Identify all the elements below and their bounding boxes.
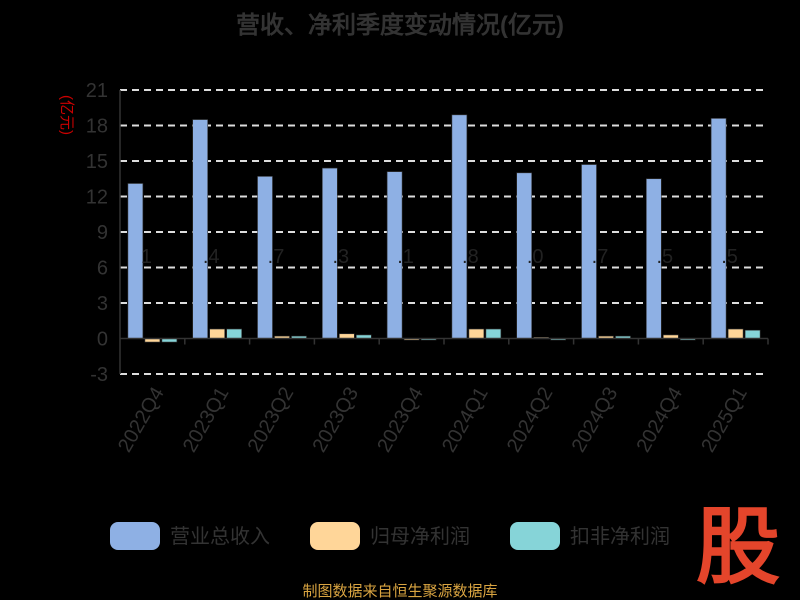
y-axis-ticks: 21 18 15 12 9 6 3 0 -3: [86, 80, 108, 386]
x-category-label: 2024Q3: [568, 384, 623, 457]
y-tick-label: 21: [86, 80, 108, 102]
legend-label: 营业总收入: [170, 525, 270, 548]
bar[interactable]: [209, 328, 225, 339]
bar[interactable]: [727, 328, 744, 339]
axes: [119, 90, 769, 374]
x-category-label: 2023Q4: [373, 384, 428, 457]
data-label: .3: [332, 246, 349, 268]
data-label: .5: [721, 246, 738, 268]
legend: 营业总收入 归母净利润 扣非净利润: [110, 522, 670, 550]
y-tick-label: 6: [97, 258, 108, 280]
bar[interactable]: [192, 119, 208, 339]
bar[interactable]: [744, 329, 761, 339]
y-tick-label: 12: [86, 187, 108, 209]
legend-label: 归母净利润: [370, 525, 470, 548]
legend-swatch: [510, 522, 560, 550]
legend-label: 扣非净利润: [570, 525, 670, 548]
bar[interactable]: [468, 328, 485, 339]
grid-lines: [120, 89, 768, 375]
legend-swatch: [310, 522, 360, 550]
y-tick-label: 3: [97, 293, 108, 315]
y-tick-label: -3: [90, 364, 108, 386]
x-category-label: 2025Q1: [697, 384, 752, 457]
x-category-label: 2024Q2: [503, 384, 558, 457]
data-label: .5: [656, 246, 673, 268]
x-category-label: 2024Q1: [438, 384, 493, 457]
bar[interactable]: [451, 114, 468, 339]
y-tick-label: 0: [97, 329, 108, 351]
data-label: .7: [268, 246, 285, 268]
x-axis-categories: 2022Q4 2023Q1 2023Q2 2023Q3 2023Q4 2024Q1 2024…: [114, 384, 752, 457]
bar[interactable]: [226, 328, 242, 339]
y-tick-label: 9: [97, 222, 108, 244]
y-axis-unit: (亿元): [58, 95, 75, 135]
data-label: .0: [527, 246, 544, 268]
data-label: .8: [462, 246, 479, 268]
x-category-label: 2023Q2: [244, 384, 299, 457]
y-tick-label: 15: [86, 151, 108, 173]
x-category-label: 2023Q1: [179, 384, 234, 457]
bar[interactable]: [710, 118, 727, 339]
bar[interactable]: [485, 328, 502, 339]
data-label: 1: [141, 246, 152, 268]
data-label: .7: [592, 246, 609, 268]
x-category-label: 2024Q4: [632, 384, 687, 457]
legend-swatch: [110, 522, 160, 550]
data-label: .1: [397, 246, 414, 268]
brand-logo: 股: [696, 500, 780, 594]
chart-title: 营收、净利季度变动情况(亿元): [236, 11, 564, 39]
source-note: 制图数据来自恒生聚源数据库: [302, 583, 497, 600]
y-tick-label: 18: [86, 116, 108, 138]
data-labels: 1 .4 .7 .3 .1 .8 .0 .7 .5 .5: [141, 246, 738, 268]
x-category-label: 2022Q4: [114, 384, 169, 457]
data-label: .4: [203, 246, 220, 268]
x-category-label: 2023Q3: [308, 384, 363, 457]
bars: [127, 114, 761, 343]
